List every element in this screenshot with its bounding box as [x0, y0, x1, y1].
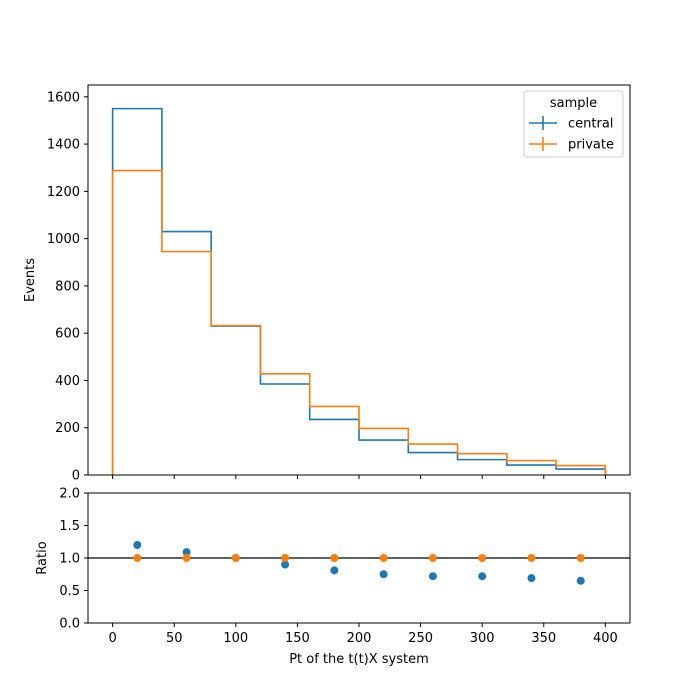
- ratio-point-private: [182, 554, 191, 562]
- bottom-x-tick-label: 150: [285, 631, 310, 646]
- histogram-series-private: [111, 169, 607, 475]
- top-y-tick-label: 400: [55, 374, 80, 389]
- top-y-tick-label: 1000: [47, 232, 80, 247]
- legend-box: [523, 90, 624, 158]
- legend-title: sample: [550, 96, 597, 111]
- ratio-point-central: [330, 566, 339, 575]
- top-y-axis-label: Events: [23, 258, 38, 302]
- bottom-y-axis-label: Ratio: [35, 541, 50, 574]
- ratio-panel: 0.0 0.5 1.0 1.5 2.0 0 50 100 150 200 250 300 350 400 R…: [35, 487, 631, 667]
- legend: sample central private: [523, 90, 624, 158]
- ratio-point-private: [133, 554, 142, 562]
- ratio-point-central: [379, 570, 388, 579]
- ratio-point-private: [428, 554, 437, 562]
- legend-item-central: central: [529, 116, 613, 132]
- bottom-y-tick-label: 0.0: [59, 617, 80, 632]
- bottom-y-tick-label: 1.0: [59, 552, 80, 567]
- top-y-tick-label: 1400: [47, 138, 80, 153]
- ratio-point-private: [330, 554, 339, 562]
- x-axis-label: Pt of the t(t)X system: [289, 652, 429, 667]
- bottom-x-tick-label: 250: [408, 631, 433, 646]
- ratio-point-private: [576, 554, 585, 562]
- histogram-series-central: [111, 107, 607, 475]
- bottom-x-tick-label: 200: [347, 631, 372, 646]
- ratio-point-central: [281, 560, 290, 569]
- ratio-point-private: [527, 554, 536, 562]
- legend-label: private: [568, 138, 614, 153]
- ratio-point-private: [231, 554, 240, 562]
- bottom-x-tick-label: 300: [470, 631, 495, 646]
- bottom-x-tick-label: 350: [531, 631, 556, 646]
- main-histogram-panel: 0 200 400 600 800 1000 1200 1400 1600 Events sampl…: [23, 84, 631, 484]
- ratio-point-central: [478, 572, 487, 581]
- bottom-y-tick-label: 1.5: [59, 519, 80, 534]
- ratio-point-private: [478, 554, 487, 562]
- bottom-x-tick-label: 0: [108, 631, 116, 646]
- bottom-y-tick-label: 0.5: [59, 584, 80, 599]
- bottom-x-tick-label: 400: [593, 631, 618, 646]
- top-y-tick-label: 200: [55, 421, 80, 436]
- ratio-point-central: [133, 541, 142, 549]
- top-y-tick-label: 0: [72, 469, 80, 484]
- ratio-point-central: [428, 572, 437, 581]
- top-y-tick-label: 1200: [47, 185, 80, 200]
- top-y-tick-label: 1600: [47, 90, 80, 105]
- ratio-point-private: [379, 554, 388, 562]
- bottom-x-tick-label: 50: [166, 631, 183, 646]
- ratio-point-central: [576, 576, 585, 585]
- ratio-point-central: [527, 574, 536, 583]
- ratio-point-private: [281, 554, 290, 562]
- top-y-tick-label: 600: [55, 327, 80, 342]
- top-y-tick-label: 800: [55, 279, 80, 294]
- legend-label: central: [568, 117, 613, 132]
- bottom-x-tick-label: 100: [223, 631, 248, 646]
- ratio-point-central: [182, 548, 191, 557]
- bottom-y-tick-label: 2.0: [59, 487, 80, 502]
- legend-item-private: private: [529, 137, 614, 153]
